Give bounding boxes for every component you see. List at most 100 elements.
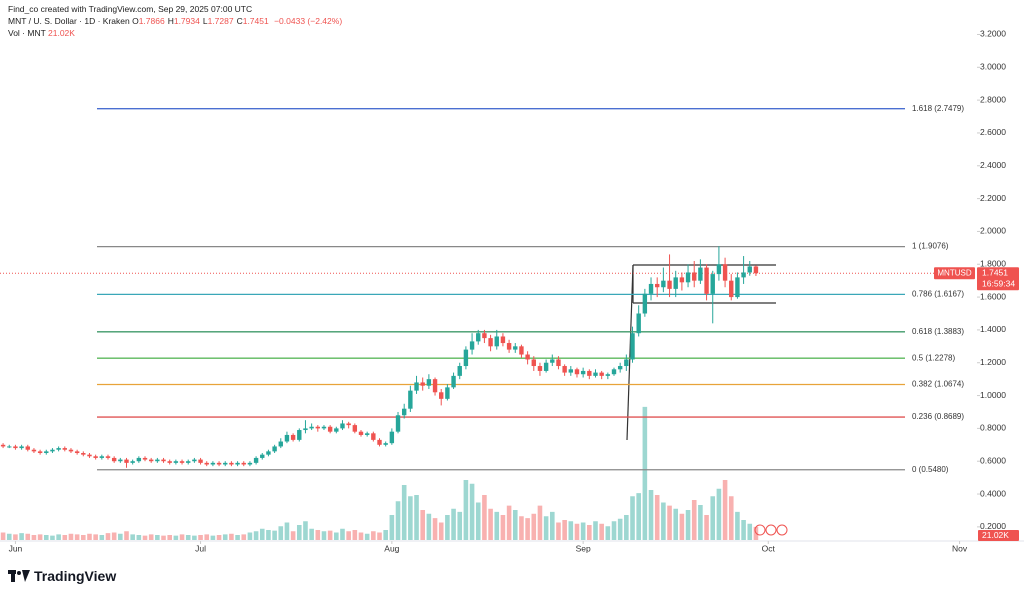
candle-body — [537, 366, 543, 371]
candle-body — [488, 338, 493, 347]
volume-bar — [278, 526, 284, 540]
candle-body — [105, 456, 111, 458]
volume-bar — [482, 495, 487, 540]
ohlc-label: L — [202, 16, 208, 26]
y-tick-label: 3.2000 — [980, 29, 1006, 39]
volume-bar — [512, 510, 518, 540]
candle-body — [56, 448, 61, 450]
volume-bar — [475, 502, 481, 540]
candle-body — [358, 431, 364, 435]
volume-bar — [728, 496, 734, 540]
volume-tag: 21.02K — [982, 530, 1009, 540]
volume-bar — [371, 531, 376, 540]
candle-body — [173, 461, 179, 463]
volume-bar — [574, 523, 580, 540]
volume-bar — [155, 535, 160, 540]
y-tick-label: 0.4000 — [980, 488, 1006, 498]
ohlc-label: C — [236, 16, 243, 26]
x-tick-label: Nov — [952, 543, 968, 553]
volume-bar — [167, 535, 172, 540]
volume-bar — [25, 533, 31, 540]
candle-body — [531, 359, 536, 367]
candle-body — [710, 274, 715, 294]
volume-bar — [43, 535, 49, 540]
volume-bar — [630, 496, 635, 540]
y-tick-label: 0.6000 — [980, 455, 1006, 465]
event-icon — [765, 524, 777, 536]
fib-label: 0.382 (1.0674) — [912, 380, 964, 389]
volume-bar — [556, 522, 561, 540]
volume-bar — [309, 528, 314, 540]
volume-bar — [346, 531, 351, 540]
candle-body — [186, 461, 191, 463]
y-tick-label: 2.4000 — [980, 160, 1006, 170]
x-tick-label: Aug — [384, 543, 399, 553]
volume-bar — [414, 495, 419, 540]
volume-bar — [722, 480, 728, 540]
ohlc-label: O — [132, 16, 139, 26]
volume-bar — [229, 533, 234, 540]
volume-bar — [161, 535, 166, 540]
fib-label: 1.618 (2.7479) — [912, 104, 964, 113]
y-tick-label: 2.2000 — [980, 193, 1006, 203]
volume-name: Vol · MNT — [8, 28, 46, 38]
volume-bar — [50, 535, 55, 540]
volume-bar — [216, 535, 222, 540]
credit: Find_co created with TradingView.com, Se… — [8, 4, 253, 14]
volume-bar — [118, 533, 123, 540]
candle-body — [179, 461, 185, 463]
candle-body — [235, 462, 240, 465]
candle-body — [562, 366, 567, 373]
volume-bar — [654, 495, 660, 540]
volume-bar — [99, 535, 105, 540]
price-tag-box — [977, 267, 1019, 291]
volume-bar — [580, 522, 586, 540]
candle-body — [432, 379, 438, 393]
volume-bar — [599, 523, 604, 540]
candle-body — [636, 313, 641, 334]
candle-body — [426, 379, 432, 386]
candle-body — [469, 341, 475, 350]
volume-bar — [469, 483, 475, 540]
candle-body — [216, 462, 222, 465]
volume-bar — [488, 508, 493, 540]
volume-bar — [148, 534, 154, 540]
candle-body — [654, 283, 660, 288]
y-tick-label: 1.4000 — [980, 324, 1006, 334]
candle-body — [383, 443, 388, 445]
candle-body — [204, 462, 209, 465]
candle-body — [476, 333, 481, 342]
candle-body — [580, 370, 586, 375]
volume-bar — [438, 522, 444, 540]
volume-bar — [451, 508, 456, 540]
volume-bar — [37, 534, 43, 540]
volume-bar — [327, 530, 333, 540]
volume-bar — [210, 535, 216, 540]
candle-body — [556, 359, 561, 367]
candle-body — [130, 461, 135, 463]
candle-body — [278, 441, 283, 447]
volume-bar — [642, 406, 648, 540]
volume-bar — [426, 513, 432, 540]
volume-bar — [519, 516, 524, 540]
candle-body — [13, 446, 18, 449]
volume-bar — [179, 534, 185, 540]
volume-bar — [624, 515, 629, 540]
y-tick-label: 3.0000 — [980, 62, 1006, 72]
candle-body — [99, 456, 105, 458]
candle-body — [692, 272, 697, 281]
candle-body — [364, 433, 370, 435]
volume-bar — [667, 505, 672, 540]
candle-body — [679, 277, 685, 283]
volume-bar — [698, 505, 703, 540]
volume-bar — [617, 518, 623, 540]
volume-bar — [13, 534, 18, 540]
volume-bar — [352, 530, 358, 540]
candle-body — [704, 267, 709, 294]
fib-label: 0.786 (1.6167) — [912, 289, 964, 298]
candle-body — [605, 374, 611, 376]
fib-label: 0 (0.5480) — [912, 465, 949, 474]
candle-body — [118, 459, 123, 462]
candle-body — [568, 369, 574, 373]
